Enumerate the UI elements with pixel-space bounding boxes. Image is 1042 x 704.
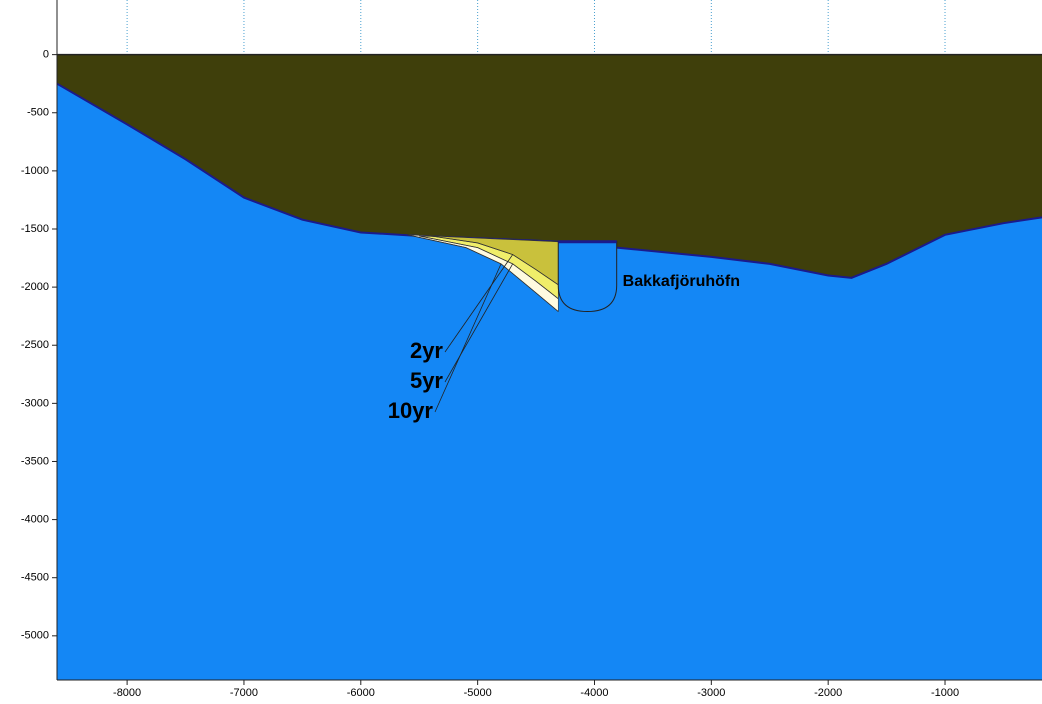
y-tick-label: -2000 <box>21 281 49 293</box>
y-tick-label: 0 <box>43 49 49 61</box>
y-tick-label: -5000 <box>21 630 49 642</box>
breakwater-label: Bakkafjöruhöfn <box>623 273 740 290</box>
y-tick-label: -2500 <box>21 339 49 351</box>
leader-line <box>434 263 502 413</box>
water <box>57 83 1042 680</box>
series-label: 5yr <box>410 368 443 393</box>
leader-line <box>444 254 514 353</box>
series-label: 2yr <box>410 338 443 363</box>
y-tick-label: -4500 <box>21 572 49 584</box>
x-tick-label: -6000 <box>347 687 375 699</box>
y-tick-label: -1000 <box>21 165 49 177</box>
y-tick-label: -1500 <box>21 223 49 235</box>
x-tick-label: -5000 <box>464 687 492 699</box>
x-tick-label: -3000 <box>697 687 725 699</box>
y-tick-label: -3000 <box>21 397 49 409</box>
x-tick-label: -1000 <box>931 687 959 699</box>
x-tick-label: -4000 <box>580 687 608 699</box>
y-tick-label: -4000 <box>21 513 49 525</box>
x-tick-label: -8000 <box>113 687 141 699</box>
x-tick-label: -7000 <box>230 687 258 699</box>
breakwater <box>557 241 618 313</box>
x-tick-label: -2000 <box>814 687 842 699</box>
y-tick-label: -3500 <box>21 455 49 467</box>
leader-line <box>444 263 514 383</box>
series-label: 10yr <box>388 398 434 423</box>
y-tick-label: -500 <box>27 107 49 119</box>
land <box>57 54 1042 278</box>
